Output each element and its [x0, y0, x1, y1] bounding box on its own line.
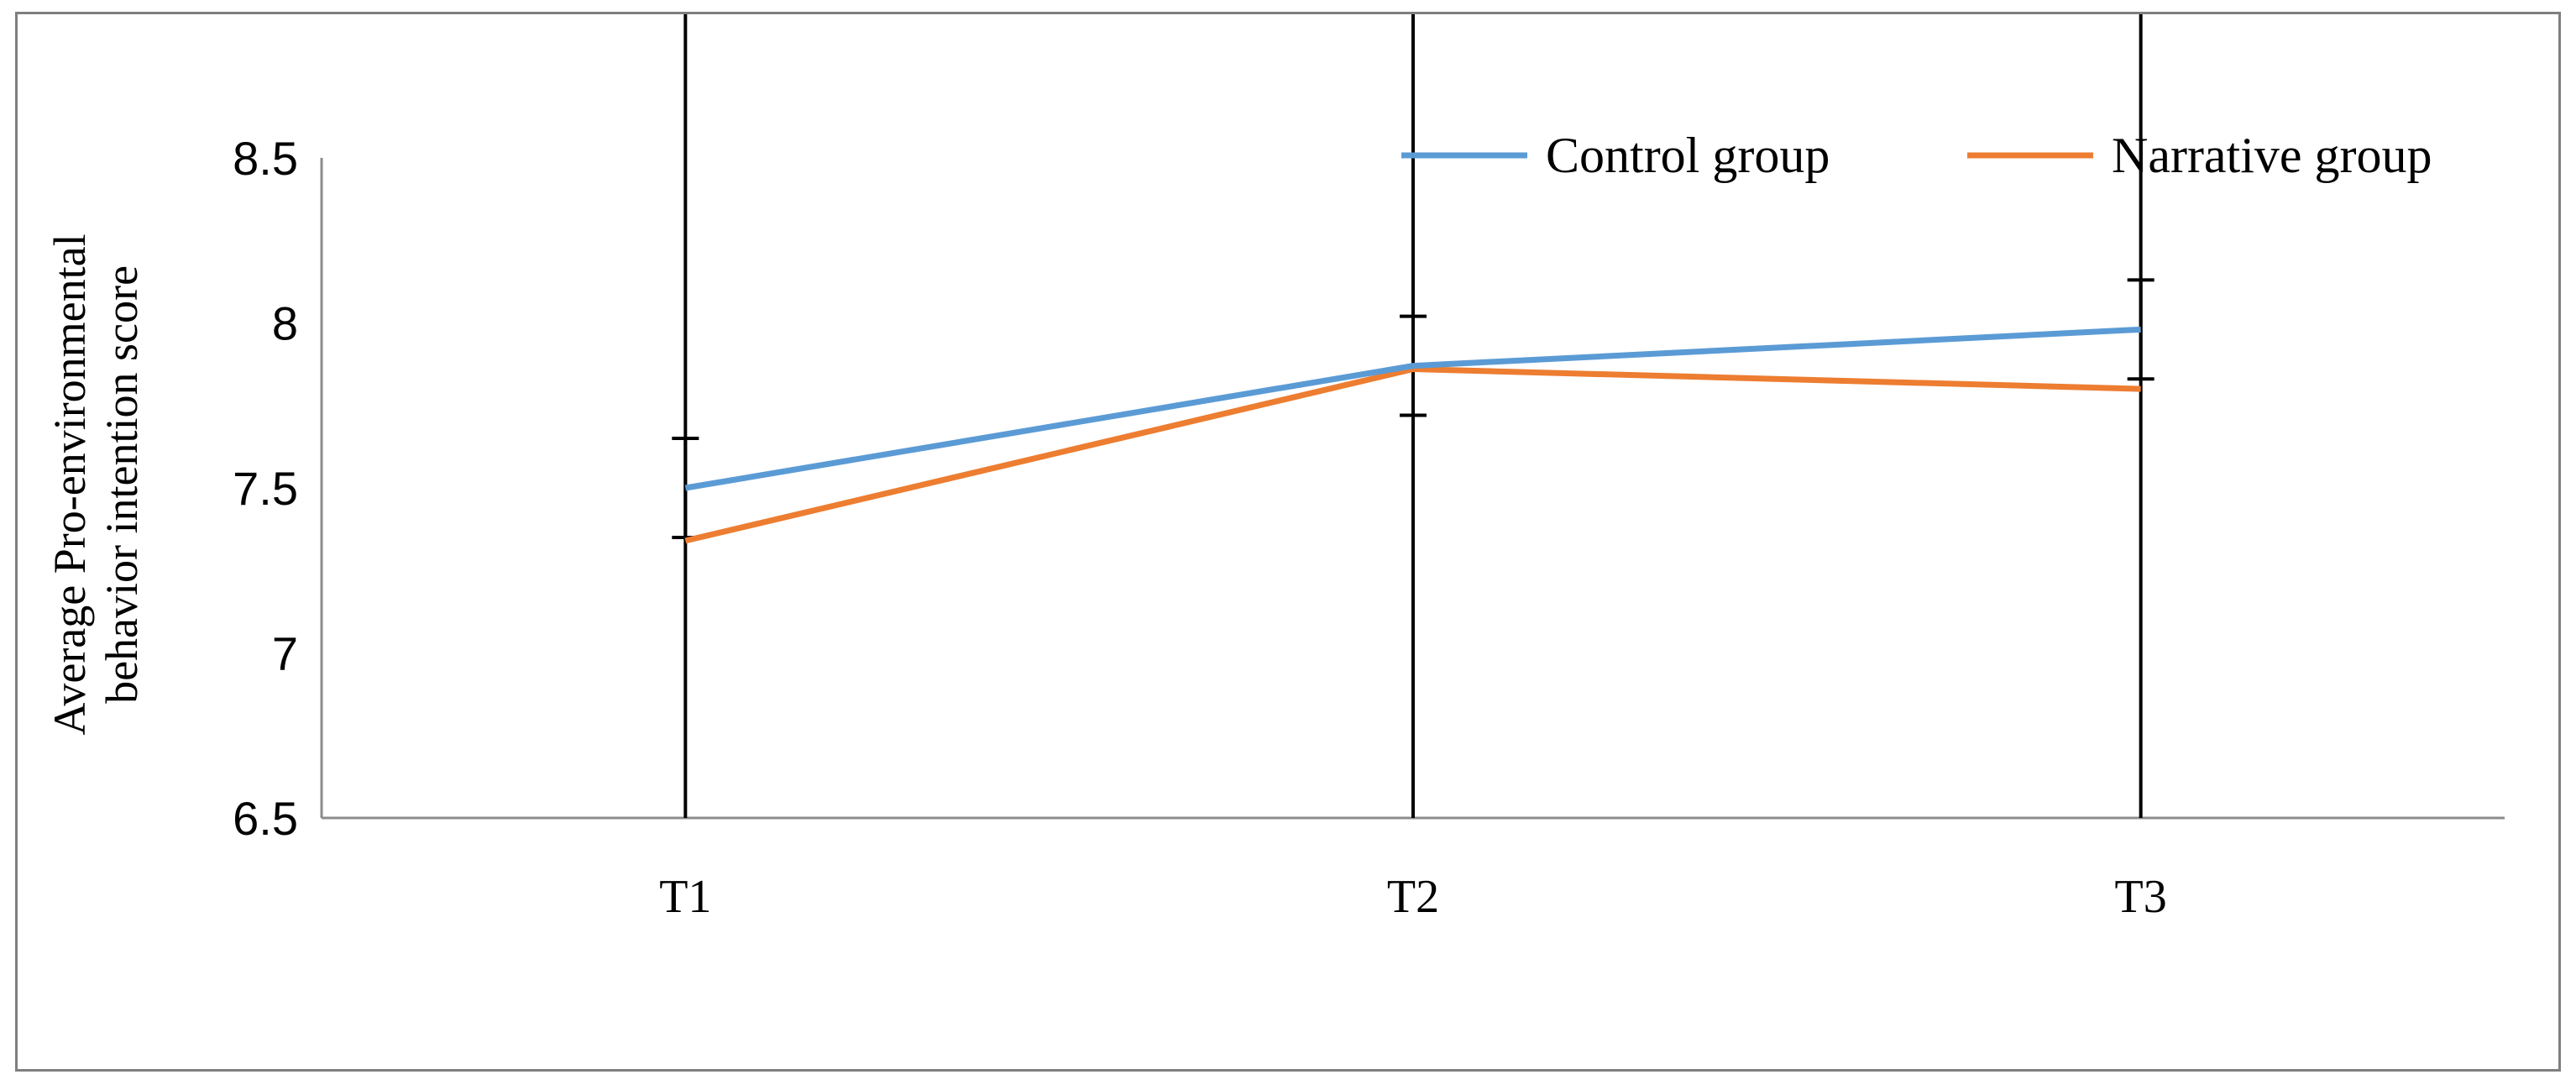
x-tick-labels: T1 T2 T3 — [659, 871, 2167, 923]
y-tick-label: 7.5 — [233, 462, 298, 515]
legend: Control group Narrative group — [1401, 128, 2432, 183]
x-tick-label: T1 — [659, 871, 711, 923]
legend-label: Narrative group — [2112, 128, 2432, 183]
x-tick-label: T2 — [1387, 871, 1439, 923]
error-bars — [672, 14, 2155, 818]
chart-frame: 6.5 7 7.5 8 8.5 T1 T2 T3 Control group Narrativ… — [15, 12, 2561, 1072]
y-axis-label-line: Average Pro-environmental — [45, 233, 95, 735]
series-lines — [684, 326, 2141, 544]
y-axis-label-line: behavior intention score — [97, 265, 147, 704]
y-tick-labels: 6.5 7 7.5 8 8.5 — [233, 132, 298, 845]
series-line — [684, 366, 2141, 544]
legend-label: Control group — [1546, 128, 1830, 183]
y-tick-label: 8 — [272, 297, 298, 350]
y-tick-label: 6.5 — [233, 792, 298, 845]
y-tick-label: 7 — [272, 627, 298, 680]
y-tick-label: 8.5 — [233, 132, 298, 185]
line-chart: 6.5 7 7.5 8 8.5 T1 T2 T3 Control group Narrativ… — [45, 14, 2505, 923]
x-tick-label: T3 — [2115, 871, 2167, 923]
y-axis-label: Average Pro-environmental behavior intent… — [45, 233, 147, 735]
series-line — [684, 326, 2141, 491]
